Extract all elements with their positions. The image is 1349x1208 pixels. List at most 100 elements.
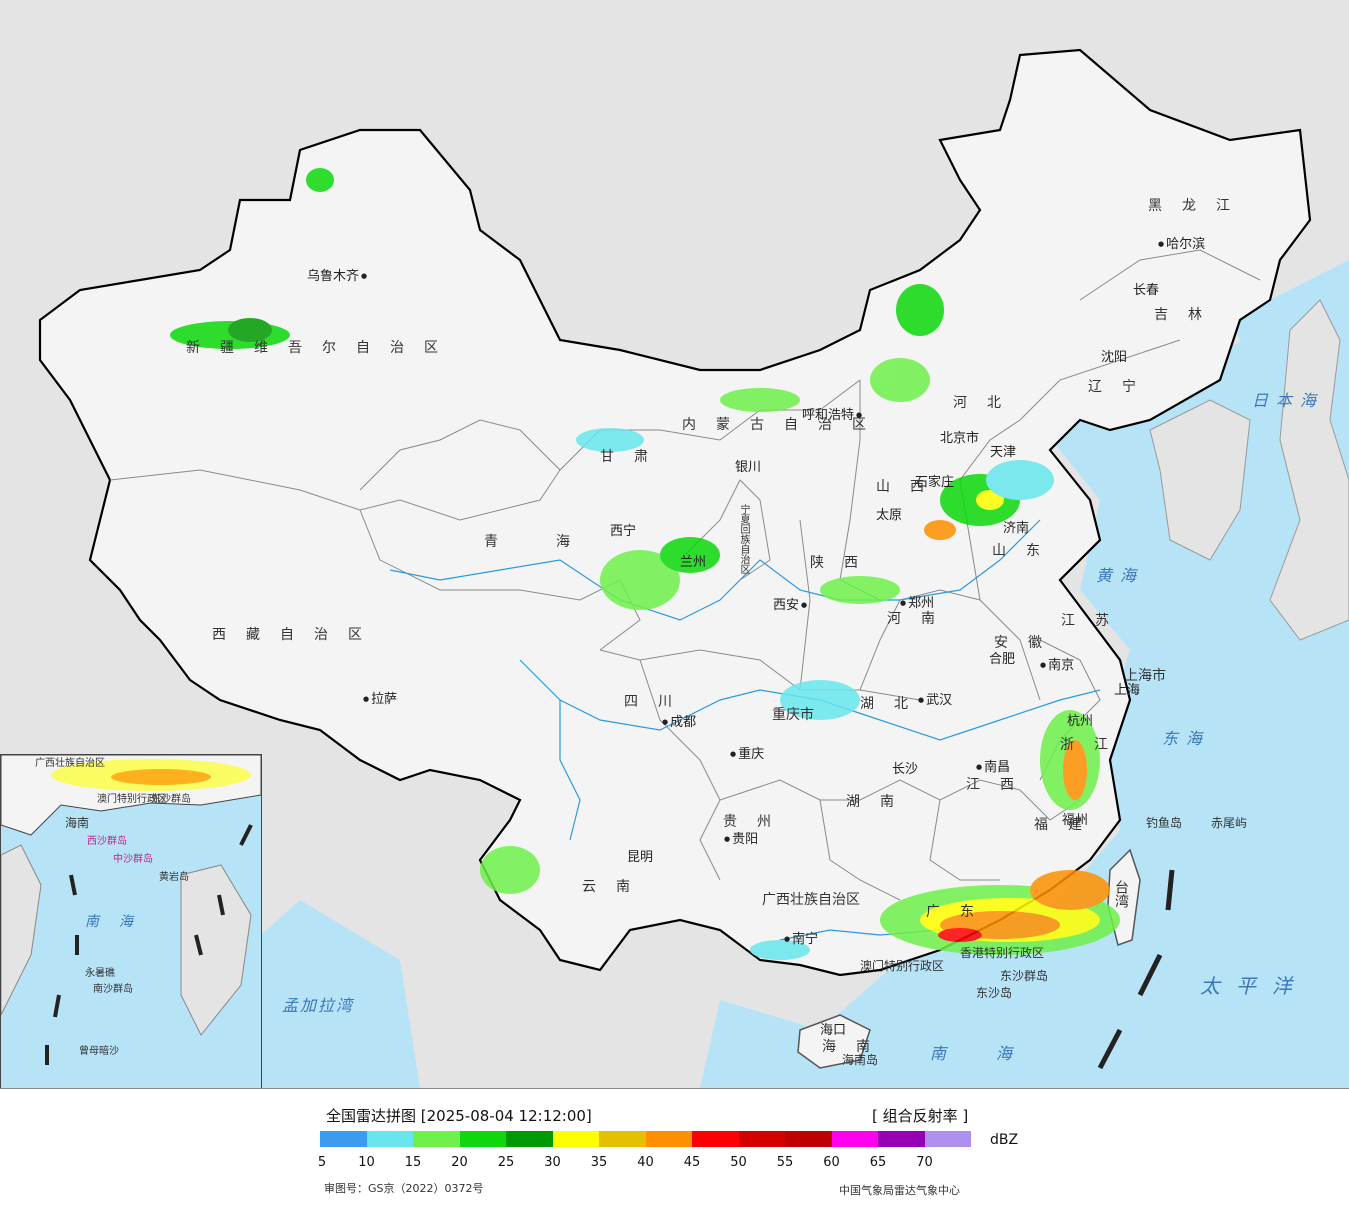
province-taiwan: 台湾 — [1113, 880, 1129, 908]
color-swatch — [692, 1131, 739, 1147]
province-chongqing: 重庆市 — [772, 707, 814, 723]
sea-pacific: 太平洋 — [1200, 974, 1308, 998]
sea-east: 东海 — [1162, 729, 1211, 748]
province-guizhou: 贵州 — [723, 814, 791, 830]
province-tibet: 西藏自治区 — [212, 627, 382, 643]
province-fujian: 福建 — [1034, 817, 1102, 833]
province-shaanxi: 陕西 — [810, 555, 878, 571]
city-hangzhou: 杭州 — [1067, 714, 1094, 729]
legend-tick: 15 — [404, 1155, 422, 1170]
legend-tick: 70 — [916, 1155, 933, 1170]
inset-hainan: 海南 — [65, 816, 90, 830]
city-jinan: 济南 — [1003, 521, 1030, 536]
legend-tick: 55 — [776, 1155, 794, 1170]
agency-name: 中国气象局雷达气象中心 — [839, 1184, 960, 1197]
color-scale — [320, 1131, 971, 1147]
province-ningxia: 宁夏回族自治区 — [738, 504, 749, 574]
city-changchun: 长春 — [1133, 283, 1160, 298]
inset-huangyan: 黄岩岛 — [159, 872, 189, 883]
color-swatch — [599, 1131, 646, 1147]
island-dongsha-group: 东沙群岛 — [1000, 969, 1049, 983]
island-chiwei: 赤尾屿 — [1211, 816, 1248, 830]
province-guangdong: 广东 — [926, 904, 994, 920]
city-wuhan: 武汉 — [918, 694, 952, 707]
city-xining: 西宁 — [610, 524, 637, 539]
legend-title: 全国雷达拼图 [2025-08-04 12:12:00] — [326, 1107, 592, 1125]
legend-tick: 65 — [869, 1155, 887, 1170]
legend-tick: 45 — [683, 1155, 701, 1170]
city-xian: 西安 — [773, 599, 807, 612]
inset-guangxi: 广西壮族自治区 — [35, 758, 105, 769]
province-lines — [109, 249, 1261, 901]
maritime-boundary — [1097, 869, 1175, 1070]
sea-bengal: 孟加拉湾 — [282, 996, 355, 1015]
legend-tick: 25 — [497, 1155, 515, 1170]
city-nanchang: 南昌 — [976, 761, 1010, 774]
color-swatch — [413, 1131, 460, 1147]
island-dongsha: 东沙岛 — [976, 986, 1013, 1000]
province-anhui: 安徽 — [994, 635, 1062, 651]
inset-zhongsha: 中沙群岛 — [113, 854, 153, 865]
province-gansu: 甘肃 — [600, 449, 668, 465]
province-hubei: 湖北 — [860, 696, 928, 712]
legend-product: [ 组合反射率 ] — [872, 1107, 969, 1125]
province-sichuan: 四川 — [624, 694, 692, 710]
province-zhejiang: 浙江 — [1060, 737, 1128, 753]
city-harbin: 哈尔滨 — [1158, 238, 1205, 251]
city-tianjin: 天津 — [990, 445, 1017, 460]
city-hefei: 合肥 — [989, 652, 1016, 667]
province-jiangxi: 江西 — [966, 777, 1034, 793]
sea-yellow: 黄海 — [1096, 566, 1145, 585]
province-qinghai: 青海 — [484, 534, 628, 550]
sea-south: 南海 — [930, 1044, 1063, 1063]
color-swatch — [878, 1131, 925, 1147]
province-shanxi: 山西 — [876, 479, 944, 495]
province-guangxi: 广西壮族自治区 — [762, 892, 860, 908]
region-hongkong: 香港特别行政区 — [960, 946, 1045, 960]
city-taiyuan: 太原 — [876, 508, 903, 523]
province-shanghai: 上海市 — [1124, 668, 1166, 684]
city-fuzhou: 福州 — [1062, 813, 1089, 828]
province-hunan: 湖南 — [846, 794, 914, 810]
color-swatch — [924, 1131, 971, 1147]
province-yunnan: 云南 — [582, 879, 650, 895]
city-kunming: 昆明 — [627, 850, 654, 865]
color-swatch — [459, 1131, 506, 1147]
city-urumqi: 乌鲁木齐 — [307, 270, 367, 283]
inset-canvas — [1, 755, 261, 1065]
city-guiyang: 贵阳 — [724, 833, 758, 846]
color-swatch — [785, 1131, 832, 1147]
island-diaoyu: 钓鱼岛 — [1146, 816, 1183, 830]
hainan-land — [797, 1014, 871, 1069]
radar-echoes — [170, 168, 1120, 960]
city-haikou: 海口 — [820, 1023, 847, 1038]
city-shanghai: 上海 — [1114, 683, 1141, 698]
inset-macau: 澳门特别行政区 — [97, 794, 167, 805]
color-swatch — [645, 1131, 692, 1147]
city-chongqing: 重庆 — [730, 748, 764, 761]
radar-map[interactable]: 乌鲁木齐 拉萨 西宁 兰州 银川 呼和浩特 北京市 石家庄 太原 济南 西安 郑… — [0, 0, 1349, 1089]
legend-panel: 全国雷达拼图 [2025-08-04 12:12:00] [ 组合反射率 ] d… — [0, 1089, 1349, 1208]
color-swatch — [320, 1131, 367, 1147]
legend-tick: 10 — [358, 1155, 375, 1170]
city-hohhot: 呼和浩特 — [802, 409, 862, 422]
province-shandong: 山东 — [992, 543, 1060, 559]
japan-land — [1269, 299, 1349, 641]
color-swatch — [506, 1131, 553, 1147]
inset-south-sea: 南海 — [85, 914, 153, 930]
province-henan: 河南 — [887, 611, 955, 627]
city-yinchuan: 银川 — [735, 460, 762, 475]
city-shenyang: 沈阳 — [1101, 350, 1128, 365]
inset-dongsha: 东沙群岛 — [151, 794, 191, 805]
province-xinjiang: 新疆维吾尔自治区 — [186, 340, 458, 356]
province-jilin: 吉林 — [1154, 307, 1222, 323]
legend-tick: 5 — [317, 1155, 327, 1170]
region-macau: 澳门特别行政区 — [860, 959, 945, 973]
review-number: 审图号：GS京（2022）0372号 — [324, 1182, 484, 1195]
sea-japan: 日本海 — [1252, 391, 1325, 410]
city-nanning: 南宁 — [784, 933, 818, 946]
legend-tick: 30 — [544, 1155, 561, 1170]
city-changsha: 长沙 — [892, 762, 919, 777]
city-lhasa: 拉萨 — [363, 693, 397, 706]
